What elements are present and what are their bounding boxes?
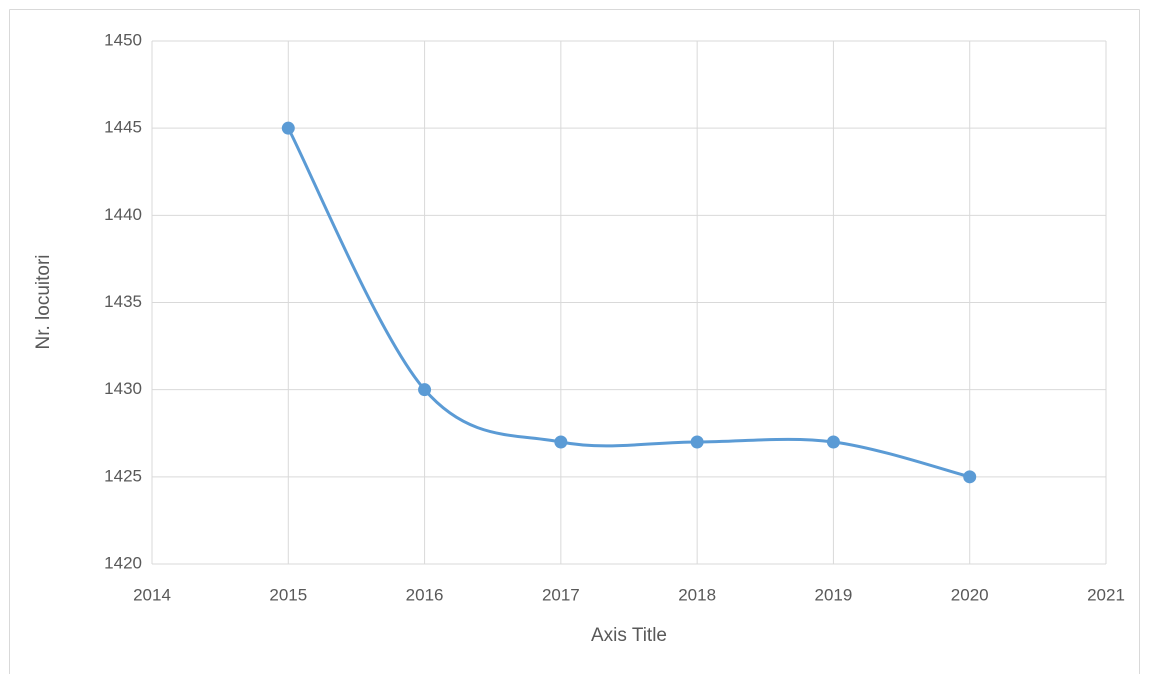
x-tick-label: 2019 xyxy=(815,585,853,604)
y-tick-label: 1430 xyxy=(104,379,142,398)
x-tick-label: 2015 xyxy=(269,585,307,604)
y-tick-label: 1440 xyxy=(104,205,142,224)
x-tick-label: 2018 xyxy=(678,585,716,604)
y-tick-label: 1425 xyxy=(104,466,142,485)
x-tick-label: 2017 xyxy=(542,585,580,604)
x-axis-title: Axis Title xyxy=(591,625,667,646)
data-point xyxy=(554,435,568,449)
x-tick-label: 2016 xyxy=(406,585,444,604)
y-tick-label: 1420 xyxy=(104,553,142,572)
y-tick-label: 1435 xyxy=(104,292,142,311)
x-tick-label: 2021 xyxy=(1087,585,1125,604)
y-tick-label: 1450 xyxy=(104,30,142,49)
data-point xyxy=(826,435,840,449)
y-tick-label: 1445 xyxy=(104,118,142,137)
x-tick-label: 2020 xyxy=(951,585,989,604)
data-point xyxy=(690,435,704,449)
data-point xyxy=(281,121,295,135)
data-point xyxy=(963,470,977,484)
x-tick-label: 2014 xyxy=(133,585,171,604)
data-point xyxy=(418,383,432,397)
y-axis-title: Nr. locuitori xyxy=(33,254,54,349)
